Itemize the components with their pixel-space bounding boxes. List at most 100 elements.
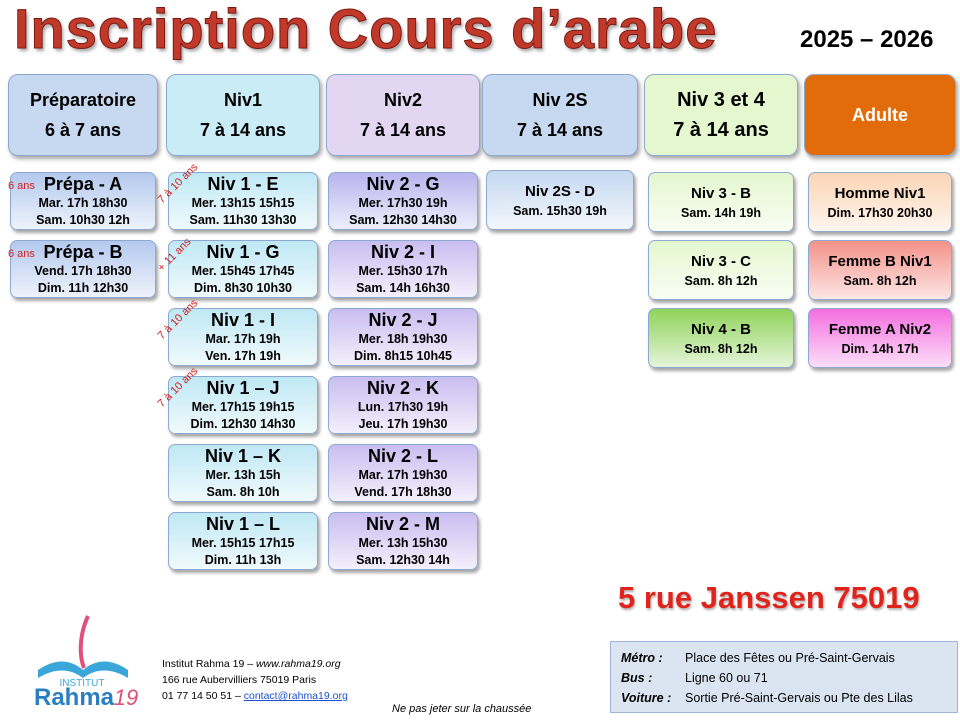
course-card: Niv 2 - L Mar. 17h 19h30 Vend. 17h 18h30: [328, 444, 478, 502]
header-line: Niv2: [383, 90, 423, 110]
course-time: Mer. 15h15 17h15: [191, 536, 295, 550]
course-time: Dim. 11h 12h30: [37, 281, 129, 295]
course-time: Dim. 8h30 10h30: [194, 281, 292, 295]
course-name: Niv 1 – J: [206, 378, 280, 398]
transport-value: Place des Fêtes ou Pré-Saint-Gervais: [685, 651, 895, 665]
header-line: Niv 3 et 4: [677, 89, 765, 111]
course-card: Niv 2 - I Mer. 15h30 17h Sam. 14h 16h30: [328, 240, 478, 298]
course-time: Sam. 10h30 12h: [36, 213, 130, 227]
course-card: Niv 1 – J Mer. 17h15 19h15 Dim. 12h30 14h3…: [168, 376, 318, 434]
course-name: Niv 1 – L: [205, 514, 281, 534]
course-card: Homme Niv1 Dim. 17h30 20h30: [808, 172, 952, 232]
transport-row: Voiture : Sortie Pré-Saint-Gervais ou Pte…: [621, 688, 947, 708]
course-time: Sam. 12h30 14h30: [349, 213, 457, 227]
course-time: Lun. 17h30 19h: [357, 400, 449, 414]
phone: 01 77 14 50 51 –: [162, 690, 244, 702]
course-name: Niv 1 – K: [204, 446, 282, 466]
header-age: 7 à 14 ans: [516, 120, 604, 140]
course-name: Niv 2 - G: [366, 174, 440, 194]
course-card: Niv 4 - B Sam. 8h 12h: [648, 308, 794, 368]
course-card: Niv 2S - D Sam. 15h30 19h: [486, 170, 634, 230]
transport-row: Bus : Ligne 60 ou 71: [621, 668, 947, 688]
course-name: Femme A Niv2: [828, 320, 932, 338]
course-name: Niv 2S - D: [524, 182, 596, 200]
column-header: Niv2 7 à 14 ans: [326, 74, 480, 156]
course-time: Mer. 13h15 15h15: [191, 196, 295, 210]
course-name: Prépa - B: [43, 242, 123, 262]
transport-label: Métro :: [621, 651, 663, 665]
course-time: Jeu. 17h 19h30: [358, 417, 448, 431]
course-time: Dim. 12h30 14h30: [190, 417, 296, 431]
course-time: Sam. 8h 12h: [684, 341, 758, 356]
course-card: Niv 1 - E Mer. 13h15 15h15 Sam. 11h30 13h3…: [168, 172, 318, 230]
course-card: Niv 3 - B Sam. 14h 19h: [648, 172, 794, 232]
course-name: Niv 3 - C: [690, 252, 751, 270]
header-age: 6 à 7 ans: [44, 120, 122, 140]
course-time: Mar. 17h 19h30: [358, 468, 448, 482]
course-card: Niv 2 - M Mer. 13h 15h30 Sam. 12h30 14h: [328, 512, 478, 570]
course-name: Niv 2 - L: [367, 446, 438, 466]
footer-note: Ne pas jeter sur la chaussée: [392, 703, 532, 715]
course-time: Sam. 15h30 19h: [513, 203, 607, 218]
logo: INSTITUT Rahma 19: [34, 615, 138, 708]
course-time: Vend. 17h 18h30: [34, 264, 132, 278]
course-time: Sam. 8h 10h: [206, 485, 280, 499]
column-header: Niv 2S 7 à 14 ans: [482, 74, 638, 156]
header-age: 7 à 14 ans: [199, 120, 287, 140]
course-card: Niv 3 - C Sam. 8h 12h: [648, 240, 794, 300]
age-note: 6 ans: [8, 180, 35, 192]
course-name: Niv 2 - K: [366, 378, 440, 398]
course-time: Sam. 8h 12h: [684, 273, 758, 288]
age-note: 6 ans: [8, 248, 35, 260]
course-card: Niv 1 - G Mer. 15h45 17h45 Dim. 8h30 10h30: [168, 240, 318, 298]
course-card: Femme A Niv2 Dim. 14h 17h: [808, 308, 952, 368]
header-age: 7 à 14 ans: [359, 120, 447, 140]
course-card: Prépa - A Mar. 17h 18h30 Sam. 10h30 12h: [10, 172, 156, 230]
course-card: Prépa - B Vend. 17h 18h30 Dim. 11h 12h30: [10, 240, 156, 298]
course-name: Niv 4 - B: [690, 320, 751, 338]
course-name: Niv 1 - G: [206, 242, 280, 262]
course-time: Sam. 8h 12h: [843, 273, 917, 288]
course-time: Ven. 17h 19h: [205, 349, 281, 363]
course-time: Dim. 8h15 10h45: [354, 349, 452, 363]
logo-top: INSTITUT: [60, 678, 105, 689]
course-name: Niv 1 - E: [207, 174, 279, 194]
email-link[interactable]: contact@rahma19.org: [243, 690, 348, 702]
course-time: Vend. 17h 18h30: [354, 485, 452, 499]
column-header: Niv 3 et 4 7 à 14 ans: [644, 74, 798, 156]
course-time: Mer. 15h30 17h: [358, 264, 448, 278]
header-line: Niv 2S: [532, 90, 588, 110]
course-time: Mer. 18h 19h30: [358, 332, 448, 346]
course-time: Dim. 14h 17h: [841, 341, 919, 356]
title: Inscription Cours d’arabe: [13, 0, 718, 61]
logo-name: Rahma: [34, 684, 115, 708]
course-name: Niv 2 - J: [368, 310, 438, 330]
course-card: Niv 1 – K Mer. 13h 15h Sam. 8h 10h: [168, 444, 318, 502]
transport-box: Métro : Place des Fêtes ou Pré-Saint-Gerv…: [610, 641, 958, 713]
column-header: Adulte: [804, 74, 956, 156]
course-time: Mer. 15h45 17h45: [191, 264, 295, 278]
course-card: Niv 2 - G Mer. 17h30 19h Sam. 12h30 14h30: [328, 172, 478, 230]
course-name: Niv 2 - I: [370, 242, 436, 262]
course-card: Niv 2 - K Lun. 17h30 19h Jeu. 17h 19h30: [328, 376, 478, 434]
course-name: Homme Niv1: [834, 184, 926, 202]
header-line: Niv1: [223, 90, 263, 110]
course-name: Femme B Niv1: [828, 252, 932, 270]
course-time: Mar. 17h 18h30: [38, 196, 128, 210]
transport-value: Sortie Pré-Saint-Gervais ou Pte des Lila…: [685, 691, 913, 705]
course-time: Mer. 13h 15h: [205, 468, 281, 482]
course-card: Niv 1 – L Mer. 15h15 17h15 Dim. 11h 13h: [168, 512, 318, 570]
course-time: Sam. 14h 16h30: [356, 281, 450, 295]
transport-label: Voiture :: [621, 691, 672, 705]
address: 5 rue Janssen 75019: [618, 580, 920, 615]
column-header: Niv1 7 à 14 ans: [166, 74, 320, 156]
logo-num: 19: [114, 685, 138, 708]
course-time: Mer. 17h15 19h15: [191, 400, 295, 414]
header-line: Préparatoire: [29, 90, 137, 110]
course-time: Sam. 12h30 14h: [356, 553, 450, 567]
course-time: Dim. 11h 13h: [204, 553, 282, 567]
header-age: 7 à 14 ans: [673, 119, 769, 141]
street: 166 rue Aubervilliers 75019 Paris: [162, 674, 317, 686]
course-card: Niv 2 - J Mer. 18h 19h30 Dim. 8h15 10h45: [328, 308, 478, 366]
transport-row: Métro : Place des Fêtes ou Pré-Saint-Gerv…: [621, 648, 947, 668]
